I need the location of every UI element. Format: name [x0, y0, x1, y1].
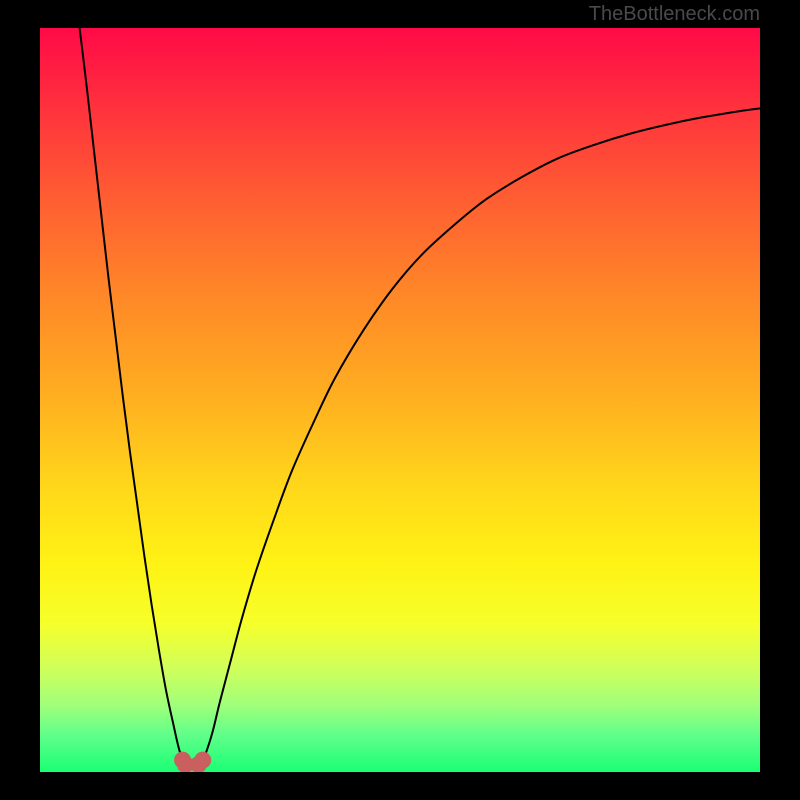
series-left_curve [80, 28, 186, 765]
plot-area [40, 28, 760, 772]
chart-container: TheBottleneck.com [0, 0, 800, 800]
watermark: TheBottleneck.com [589, 3, 760, 26]
series-right_curve [198, 108, 760, 764]
curve-layer [40, 28, 760, 772]
marker-point-3 [194, 752, 211, 769]
